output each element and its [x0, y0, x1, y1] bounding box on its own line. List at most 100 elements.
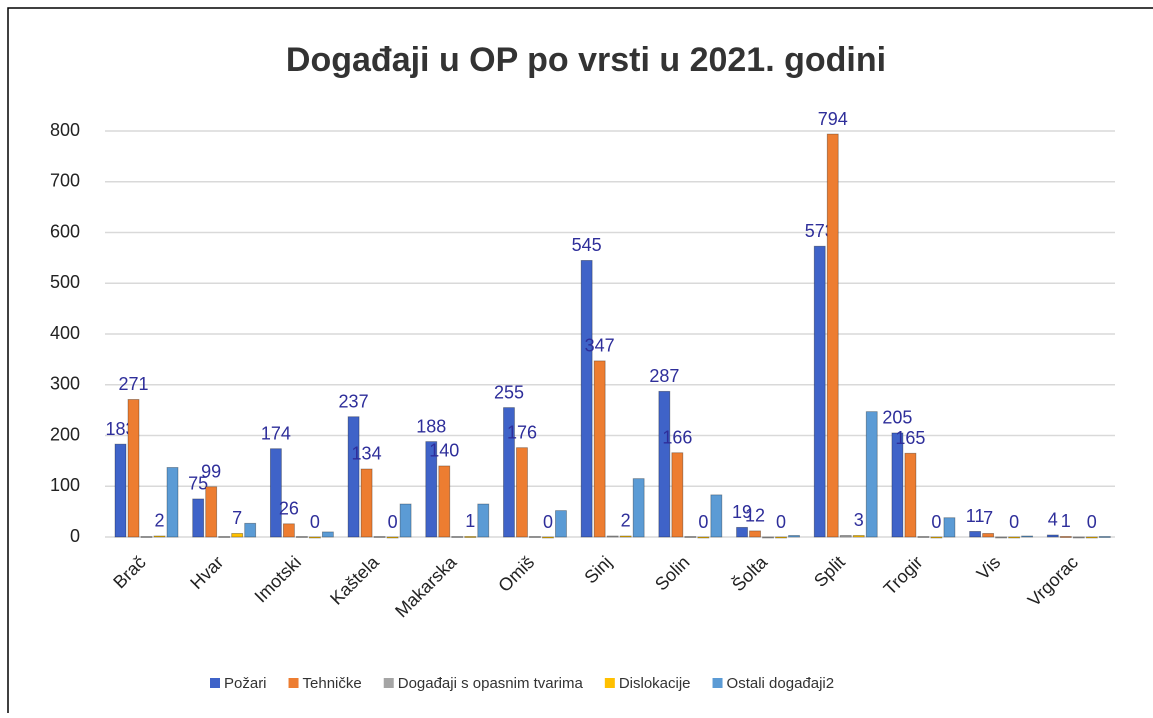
bar [425, 441, 438, 538]
bar [153, 535, 166, 538]
y-tick-label: 0 [70, 526, 80, 546]
data-label: 99 [201, 462, 221, 482]
bar [593, 360, 606, 538]
bar [282, 523, 295, 538]
legend-label: Tehničke [303, 675, 362, 692]
data-label: 11 [966, 506, 985, 526]
legend-label: Dislokacije [619, 675, 691, 692]
data-label: 1 [1061, 511, 1071, 531]
bar [321, 531, 334, 538]
x-tick-label: Kaštela [326, 551, 383, 608]
data-label: 255 [494, 382, 524, 402]
data-label: 0 [543, 512, 553, 532]
data-label: 2 [621, 511, 631, 531]
bar [205, 486, 218, 538]
bar [1021, 535, 1034, 538]
bar [1098, 536, 1111, 538]
bar [982, 533, 995, 538]
bar [775, 536, 787, 539]
bar [762, 536, 774, 539]
y-tick-label: 400 [50, 323, 80, 343]
y-tick-label: 600 [50, 221, 80, 241]
bar [943, 517, 956, 538]
data-label: 165 [895, 428, 925, 448]
data-label: 0 [776, 512, 786, 532]
bar [658, 390, 671, 538]
x-tick-label: Hvar [186, 552, 227, 593]
bar [218, 536, 231, 538]
x-tick-label: Vis [973, 552, 1005, 584]
bar [477, 503, 490, 538]
bar [399, 503, 412, 538]
data-label: 205 [882, 408, 912, 428]
bar [826, 133, 839, 538]
bar [606, 535, 619, 538]
bar [865, 411, 878, 538]
data-label: 4 [1048, 510, 1058, 530]
bar [438, 465, 451, 538]
x-tick-label: Split [810, 552, 849, 591]
bar [295, 536, 308, 538]
data-label: 134 [352, 444, 382, 464]
x-tick-label: Sinj [580, 552, 615, 587]
data-label: 12 [745, 506, 765, 526]
bar [788, 535, 800, 538]
x-tick-label: Solin [651, 552, 693, 594]
bar [917, 536, 930, 538]
bar [891, 432, 904, 538]
bar [1085, 536, 1098, 539]
bar [930, 536, 943, 539]
legend-label: Događaji s opasnim tvarima [398, 675, 584, 692]
bar [904, 452, 917, 538]
data-label: 0 [931, 512, 941, 532]
bar [969, 531, 982, 538]
bar [697, 536, 710, 539]
bar [231, 533, 244, 538]
data-label: 0 [1009, 512, 1019, 532]
bar [580, 260, 593, 538]
bar [269, 448, 282, 538]
data-label: 176 [507, 422, 537, 442]
bar [386, 536, 399, 539]
bar [710, 494, 723, 538]
bar [451, 536, 464, 538]
data-label: 287 [649, 366, 679, 386]
bar [852, 535, 865, 538]
y-tick-label: 800 [50, 120, 80, 140]
bar [671, 452, 684, 538]
bar [749, 530, 761, 538]
bar [1008, 536, 1021, 539]
data-label: 0 [698, 512, 708, 532]
bar [347, 416, 360, 538]
data-label: 0 [310, 512, 320, 532]
bar [503, 407, 515, 538]
x-tick-label: Brač [109, 552, 149, 592]
legend-swatch [383, 678, 394, 688]
y-tick-label: 200 [50, 424, 80, 444]
data-label: 0 [388, 512, 398, 532]
x-tick-label: Omiš [494, 552, 538, 596]
bar [166, 467, 179, 538]
bar [516, 447, 528, 538]
data-label: 174 [261, 423, 291, 443]
y-tick-label: 300 [50, 374, 80, 394]
data-label: 140 [429, 441, 459, 461]
bar [529, 536, 541, 538]
data-label: 19 [732, 502, 752, 522]
x-tick-label: Imotski [251, 552, 305, 606]
data-label: 545 [572, 235, 602, 255]
x-tick-label: Vrgorac [1024, 552, 1082, 610]
data-label: 3 [854, 510, 864, 530]
bar [995, 536, 1008, 539]
bar [813, 245, 826, 538]
data-label: 166 [662, 428, 692, 448]
legend-swatch [210, 678, 220, 688]
bar [736, 526, 748, 538]
bar [140, 536, 153, 538]
legend-swatch [604, 678, 615, 688]
legend-swatch [288, 678, 299, 688]
y-tick-label: 100 [50, 475, 80, 495]
bar [308, 536, 321, 539]
